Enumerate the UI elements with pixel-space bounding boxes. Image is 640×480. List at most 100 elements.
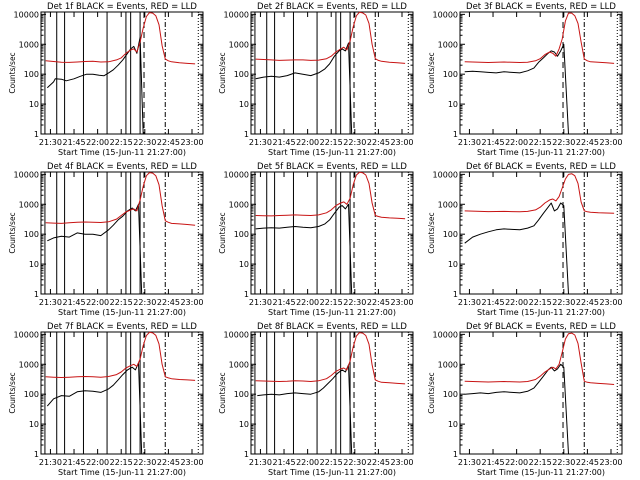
y-tick-label: 1 <box>453 450 458 459</box>
x-axis-label: Start Time (15-Jun-11 21:27:00) <box>58 148 186 157</box>
y-tick-label: 10000 <box>433 330 458 339</box>
y-tick-label: 100 <box>234 70 249 79</box>
detector-panel: 21:30 21:45 22:00 22:15 22:30 22:45 23:00 1 10 10… <box>427 2 623 157</box>
x-tick-label: 22:30 <box>343 298 366 307</box>
series-lld-line <box>255 332 406 385</box>
panel-title: Det 9f BLACK = Events, RED = LLD <box>466 322 616 332</box>
y-axis-label: Counts/sec <box>427 372 436 413</box>
x-tick-label: 21:45 <box>272 298 295 307</box>
x-tick-label: 21:30 <box>39 458 62 467</box>
x-tick-label: 22:15 <box>529 298 552 307</box>
x-tick-label: 21:30 <box>249 458 272 467</box>
y-tick-label: 10 <box>448 260 458 269</box>
y-axis-label: Counts/sec <box>218 372 227 413</box>
y-tick-label: 10000 <box>224 170 249 179</box>
x-tick-label: 22:15 <box>529 458 552 467</box>
y-tick-label: 100 <box>234 390 249 399</box>
x-tick-label: 22:15 <box>110 138 133 147</box>
x-axis-label: Start Time (15-Jun-11 21:27:00) <box>58 468 186 477</box>
x-tick-label: 21:30 <box>249 298 272 307</box>
x-tick-label: 22:15 <box>320 298 343 307</box>
series-events-line <box>46 36 150 135</box>
y-axis-label: Counts/sec <box>218 52 227 93</box>
y-tick-label: 1 <box>244 450 249 459</box>
detector-panel: 21:30 21:45 22:00 22:15 22:30 22:45 23:00 1 10 10… <box>218 162 414 317</box>
x-tick-label: 21:30 <box>458 138 481 147</box>
x-tick-label: 23:00 <box>390 298 413 307</box>
y-tick-label: 10 <box>239 420 249 429</box>
series-events-line <box>464 202 583 295</box>
y-tick-label: 100 <box>24 390 39 399</box>
y-tick-label: 100 <box>234 230 249 239</box>
series-lld-line <box>45 12 196 65</box>
x-tick-label: 22:00 <box>505 138 528 147</box>
x-tick-label: 22:15 <box>320 458 343 467</box>
x-tick-label: 21:45 <box>481 138 504 147</box>
x-tick-label: 21:45 <box>62 298 85 307</box>
y-tick-label: 10000 <box>433 10 458 19</box>
x-axis-label: Start Time (15-Jun-11 21:27:00) <box>268 468 396 477</box>
detector-panel: 21:30 21:45 22:00 22:15 22:30 22:45 23:00 1 10 10… <box>218 2 414 157</box>
y-tick-label: 10 <box>29 420 39 429</box>
y-axis-label: Counts/sec <box>427 212 436 253</box>
series-lld-line <box>45 172 196 226</box>
series-lld-line <box>464 332 615 385</box>
series-events-line <box>46 362 145 455</box>
series-lld-line <box>45 331 196 381</box>
plot-frame <box>40 11 204 135</box>
x-tick-label: 22:45 <box>157 138 180 147</box>
x-tick-label: 22:15 <box>110 458 133 467</box>
y-tick-label: 1000 <box>229 40 249 49</box>
y-tick-label: 10000 <box>224 10 249 19</box>
x-axis-label: Start Time (15-Jun-11 21:27:00) <box>268 308 396 317</box>
detector-panel: 21:30 21:45 22:00 22:15 22:30 22:45 23:00 1 10 10… <box>8 322 204 477</box>
y-tick-label: 1000 <box>19 360 39 369</box>
x-tick-label: 22:30 <box>552 138 575 147</box>
x-tick-label: 22:30 <box>552 458 575 467</box>
plot-frame <box>40 171 204 295</box>
x-tick-label: 23:00 <box>390 138 413 147</box>
y-tick-label: 1000 <box>229 360 249 369</box>
series-lld-line <box>464 12 615 64</box>
x-axis-label: Start Time (15-Jun-11 21:27:00) <box>477 308 605 317</box>
series-events-line <box>464 43 583 135</box>
x-tick-label: 22:00 <box>86 298 109 307</box>
x-tick-label: 21:30 <box>249 138 272 147</box>
y-tick-label: 1 <box>34 130 39 139</box>
series-lld-line <box>255 171 406 220</box>
series-events-line <box>257 364 355 455</box>
x-tick-label: 22:30 <box>133 298 156 307</box>
series-events-line <box>255 203 355 295</box>
y-tick-label: 1000 <box>438 200 458 209</box>
x-axis-label: Start Time (15-Jun-11 21:27:00) <box>477 148 605 157</box>
x-tick-label: 22:30 <box>552 298 575 307</box>
y-tick-label: 100 <box>443 70 458 79</box>
y-tick-label: 1000 <box>438 40 458 49</box>
x-tick-label: 22:45 <box>157 458 180 467</box>
x-tick-label: 23:00 <box>180 458 203 467</box>
x-tick-label: 21:45 <box>62 458 85 467</box>
x-tick-label: 22:15 <box>529 138 552 147</box>
plot-frame <box>250 171 414 295</box>
series-events-line <box>255 42 355 135</box>
y-tick-label: 1 <box>453 130 458 139</box>
y-tick-label: 10000 <box>14 10 39 19</box>
x-tick-label: 22:45 <box>576 298 599 307</box>
plot-frame <box>40 331 204 455</box>
x-tick-label: 23:00 <box>599 138 622 147</box>
panel-title: Det 2f BLACK = Events, RED = LLD <box>257 2 407 12</box>
x-tick-label: 21:45 <box>272 138 295 147</box>
x-tick-label: 23:00 <box>390 458 413 467</box>
x-axis-label: Start Time (15-Jun-11 21:27:00) <box>268 148 396 157</box>
plot-frame <box>250 11 414 135</box>
x-tick-label: 21:30 <box>39 138 62 147</box>
y-axis-label: Counts/sec <box>8 52 17 93</box>
x-tick-label: 22:00 <box>86 458 109 467</box>
x-tick-label: 22:00 <box>296 458 319 467</box>
y-tick-label: 10 <box>29 100 39 109</box>
panel-title: Det 8f BLACK = Events, RED = LLD <box>257 322 407 332</box>
x-tick-label: 21:30 <box>458 458 481 467</box>
y-tick-label: 10000 <box>14 330 39 339</box>
x-tick-label: 21:45 <box>481 458 504 467</box>
detector-panel: 21:30 21:45 22:00 22:15 22:30 22:45 23:00 1 10 10… <box>8 162 204 317</box>
